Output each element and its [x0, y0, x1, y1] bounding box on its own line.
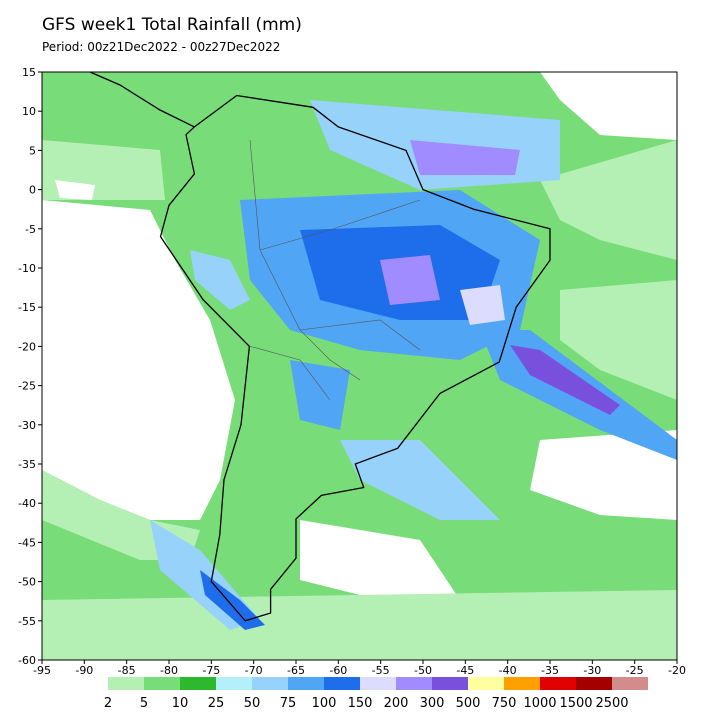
colorbar-box — [540, 677, 576, 690]
colorbar-box — [108, 677, 144, 690]
colorbar-label: 50 — [244, 696, 261, 711]
colorbar-box — [144, 677, 180, 690]
y-tick-label: 10 — [22, 105, 36, 118]
colorbar-label: 10 — [172, 696, 189, 711]
y-tick-label: -15 — [18, 301, 36, 314]
x-tick-label: -70 — [245, 664, 263, 677]
colorbar-box — [468, 677, 504, 690]
colorbar-box — [252, 677, 288, 690]
colorbar-box — [612, 677, 648, 690]
y-tick-label: 5 — [29, 144, 36, 157]
x-tick-label: -45 — [456, 664, 474, 677]
borders — [248, 139, 421, 401]
colorbar-box — [288, 677, 324, 690]
x-tick-label: -40 — [499, 664, 517, 677]
colorbar-box — [216, 677, 252, 690]
x-tick-label: -55 — [372, 664, 390, 677]
colorbar-label: 200 — [384, 696, 409, 711]
colorbar-box — [180, 677, 216, 690]
colorbar-label: 75 — [280, 696, 297, 711]
x-tick-label: -65 — [287, 664, 305, 677]
x-tick-label: -80 — [160, 664, 178, 677]
x-tick-label: -75 — [202, 664, 220, 677]
x-tick-label: -50 — [414, 664, 432, 677]
coastline — [89, 71, 551, 622]
colorbar-label: 500 — [456, 696, 481, 711]
y-tick-label: -10 — [18, 262, 36, 275]
x-tick-label: -95 — [33, 664, 51, 677]
colorbar-label: 750 — [492, 696, 517, 711]
colorbar-label: 5 — [140, 696, 148, 711]
colorbar-label: 1500 — [559, 696, 592, 711]
colorbar-box — [324, 677, 360, 690]
y-tick-label: -45 — [18, 536, 36, 549]
colorbar-label: 100 — [312, 696, 337, 711]
y-tick-label: -5 — [25, 223, 36, 236]
y-tick-label: -25 — [18, 380, 36, 393]
colorbar-label: 300 — [420, 696, 445, 711]
colorbar-label: 2500 — [595, 696, 628, 711]
y-tick-label: -40 — [18, 497, 36, 510]
title: GFS week1 Total Rainfall (mm) — [42, 15, 302, 35]
colorbar-label: 25 — [208, 696, 225, 711]
y-tick-label: 15 — [22, 66, 36, 79]
y-tick-label: -20 — [18, 340, 36, 353]
x-tick-label: -30 — [583, 664, 601, 677]
y-tick-label: 0 — [29, 184, 36, 197]
y-tick-label: -55 — [18, 615, 36, 628]
colorbar-box — [576, 677, 612, 690]
x-tick-label: -20 — [668, 664, 686, 677]
x-tick-label: -60 — [329, 664, 347, 677]
colorbar-label: 1000 — [523, 696, 556, 711]
x-tick-label: -90 — [75, 664, 93, 677]
x-tick-label: -25 — [626, 664, 644, 677]
period: Period: 00z21Dec2022 - 00z27Dec2022 — [42, 40, 280, 54]
y-tick-label: -30 — [18, 419, 36, 432]
y-tick-label: -50 — [18, 576, 36, 589]
y-tick-label: -35 — [18, 458, 36, 471]
colorbar-label: 150 — [348, 696, 373, 711]
colorbar-box — [360, 677, 396, 690]
colorbar-box — [396, 677, 432, 690]
colorbar-label: 2 — [104, 696, 112, 711]
x-tick-label: -85 — [118, 664, 136, 677]
colorbar-box — [504, 677, 540, 690]
frame — [41, 71, 678, 661]
colorbar-box — [432, 677, 468, 690]
rain-field — [42, 72, 677, 660]
y-tick-label: -60 — [18, 654, 36, 667]
x-tick-label: -35 — [541, 664, 559, 677]
